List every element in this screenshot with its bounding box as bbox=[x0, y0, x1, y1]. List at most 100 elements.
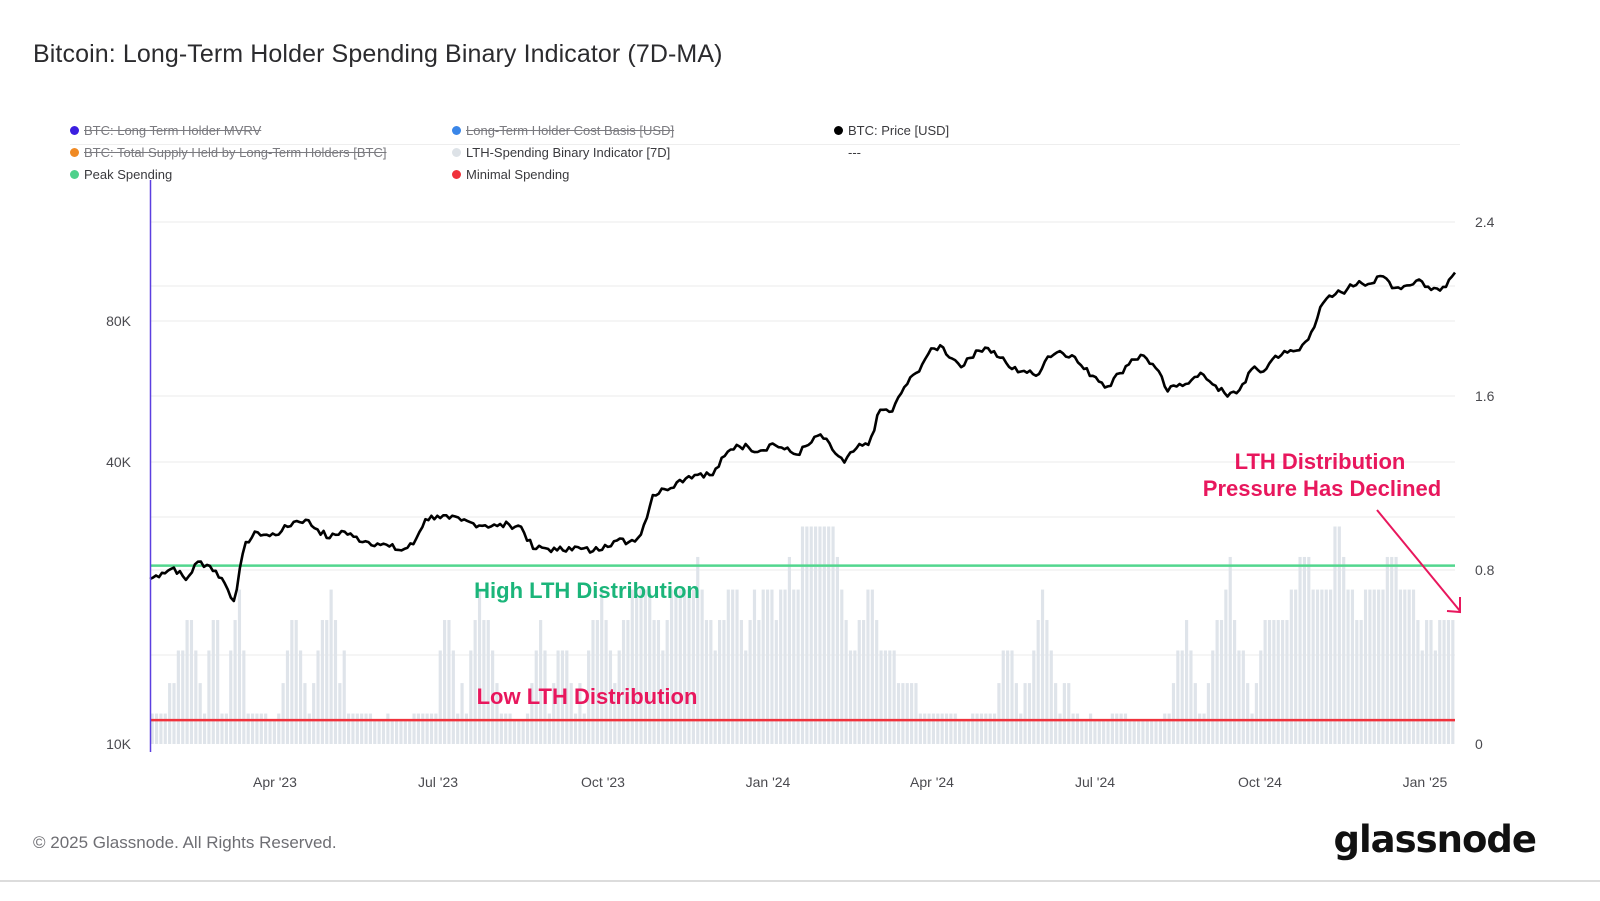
indicator-bar bbox=[569, 683, 573, 744]
indicator-bar bbox=[486, 620, 490, 744]
indicator-bar bbox=[1019, 713, 1023, 744]
glassnode-logo[interactable]: glassnode bbox=[1333, 818, 1537, 861]
indicator-bar bbox=[910, 683, 914, 744]
indicator-bar bbox=[364, 713, 368, 744]
indicator-bar bbox=[277, 713, 281, 744]
indicator-bar bbox=[360, 713, 364, 744]
indicator-bar bbox=[181, 650, 185, 744]
annotation-arrow-icon bbox=[1376, 509, 1461, 614]
left-axis: 10K 40K 80K bbox=[106, 313, 132, 752]
indicator-bar bbox=[250, 713, 255, 744]
indicator-bar bbox=[870, 589, 874, 744]
indicator-bar bbox=[1067, 683, 1071, 744]
indicator-bar bbox=[464, 713, 469, 744]
indicator-bar bbox=[700, 589, 704, 744]
indicator-bar bbox=[1027, 683, 1032, 744]
indicator-bar bbox=[1425, 620, 1429, 744]
indicator-bar bbox=[565, 650, 569, 744]
indicator-bar bbox=[1184, 620, 1189, 744]
legend-item-minimal-spending[interactable]: Minimal Spending bbox=[452, 167, 569, 182]
indicator-bar bbox=[1080, 720, 1084, 744]
indicator-bar bbox=[1154, 720, 1158, 744]
indicator-bar bbox=[1355, 620, 1359, 744]
indicator-bar bbox=[351, 713, 355, 744]
indicator-bar bbox=[1202, 713, 1206, 744]
indicator-bar bbox=[1381, 589, 1385, 744]
legend-item-lth-supply[interactable]: BTC: Total Supply Held by Long-Term Hold… bbox=[70, 145, 387, 160]
indicator-bar bbox=[1171, 683, 1176, 744]
indicator-bar bbox=[862, 620, 866, 744]
indicator-bar bbox=[534, 650, 538, 744]
legend-item-btc-price[interactable]: BTC: Price [USD] bbox=[834, 123, 949, 138]
indicator-bar bbox=[1167, 713, 1171, 744]
indicator-bar bbox=[787, 556, 791, 744]
indicator-bar bbox=[1049, 650, 1053, 744]
indicator-bar bbox=[395, 720, 399, 744]
indicator-bar bbox=[1281, 620, 1285, 744]
indicator-bar bbox=[1088, 713, 1093, 744]
indicator-bar bbox=[1276, 620, 1280, 744]
indicator-bar bbox=[1006, 650, 1010, 744]
indicator-bar bbox=[303, 683, 307, 744]
indicator-bar bbox=[425, 713, 429, 744]
indicator-bar bbox=[744, 650, 748, 744]
indicator-bar bbox=[1385, 556, 1389, 744]
indicator-bar bbox=[1189, 650, 1193, 744]
x-axis-tick-label: Oct '24 bbox=[1238, 774, 1282, 790]
indicator-bar bbox=[1150, 720, 1154, 744]
indicator-bar bbox=[154, 713, 159, 744]
indicator-bar bbox=[338, 683, 342, 744]
annotation-pressure-declined-line1: LTH Distribution bbox=[1235, 449, 1406, 474]
indicator-bar bbox=[333, 620, 338, 744]
indicator-bar bbox=[587, 650, 591, 744]
legend-dot-icon bbox=[70, 170, 79, 179]
indicator-bar bbox=[1285, 620, 1289, 744]
indicator-bar bbox=[1302, 556, 1307, 744]
indicator-bar bbox=[307, 713, 311, 744]
indicator-bar bbox=[150, 713, 154, 744]
indicator-bar bbox=[163, 713, 167, 744]
indicator-bar bbox=[368, 713, 372, 744]
indicator-bar bbox=[818, 526, 822, 744]
right-axis: 0 0.8 1.6 2.4 bbox=[1475, 214, 1495, 752]
indicator-bar bbox=[198, 683, 202, 744]
legend-item-lth-cost-basis[interactable]: Long-Term Holder Cost Basis [USD] bbox=[452, 123, 674, 138]
indicator-bar bbox=[1115, 713, 1119, 744]
indicator-bar bbox=[966, 720, 970, 744]
indicator-bar bbox=[543, 650, 547, 744]
indicator-bar bbox=[1206, 683, 1210, 744]
indicator-bar bbox=[814, 526, 818, 744]
indicator-bar bbox=[866, 589, 870, 744]
indicator-bar bbox=[386, 713, 390, 744]
legend-dot-icon bbox=[70, 148, 79, 157]
indicator-bar bbox=[704, 620, 709, 744]
indicator-bar bbox=[630, 589, 634, 744]
indicator-bar bbox=[1263, 620, 1267, 744]
indicator-bar bbox=[1097, 720, 1101, 744]
indicator-bar bbox=[1145, 720, 1149, 744]
indicator-bar bbox=[233, 620, 237, 744]
legend: BTC: Long Term Holder MVRV Long-Term Hol… bbox=[70, 120, 1460, 190]
indicator-bar bbox=[691, 589, 695, 744]
indicator-bar bbox=[294, 620, 298, 744]
indicator-bar bbox=[242, 650, 246, 744]
legend-item-lth-mvrv[interactable]: BTC: Long Term Holder MVRV bbox=[70, 123, 261, 138]
indicator-bar bbox=[800, 526, 805, 744]
indicator-bar bbox=[1442, 620, 1446, 744]
legend-item-binary-indicator[interactable]: LTH-Spending Binary Indicator [7D] bbox=[452, 145, 670, 160]
indicator-bar bbox=[1329, 589, 1333, 744]
indicator-bar bbox=[770, 589, 774, 744]
indicator-bar bbox=[390, 720, 394, 744]
indicator-bar bbox=[421, 713, 425, 744]
indicator-bar bbox=[1211, 650, 1215, 744]
legend-item-peak-spending[interactable]: Peak Spending bbox=[70, 167, 172, 182]
indicator-bar bbox=[1416, 620, 1420, 744]
indicator-bar bbox=[779, 589, 783, 744]
indicator-bar bbox=[696, 556, 700, 744]
x-axis-tick-label: Jan '24 bbox=[746, 774, 791, 790]
indicator-bar bbox=[1337, 526, 1341, 744]
indicator-bar bbox=[1324, 589, 1328, 744]
indicator-bar bbox=[438, 650, 442, 744]
indicator-bar bbox=[1075, 713, 1080, 744]
